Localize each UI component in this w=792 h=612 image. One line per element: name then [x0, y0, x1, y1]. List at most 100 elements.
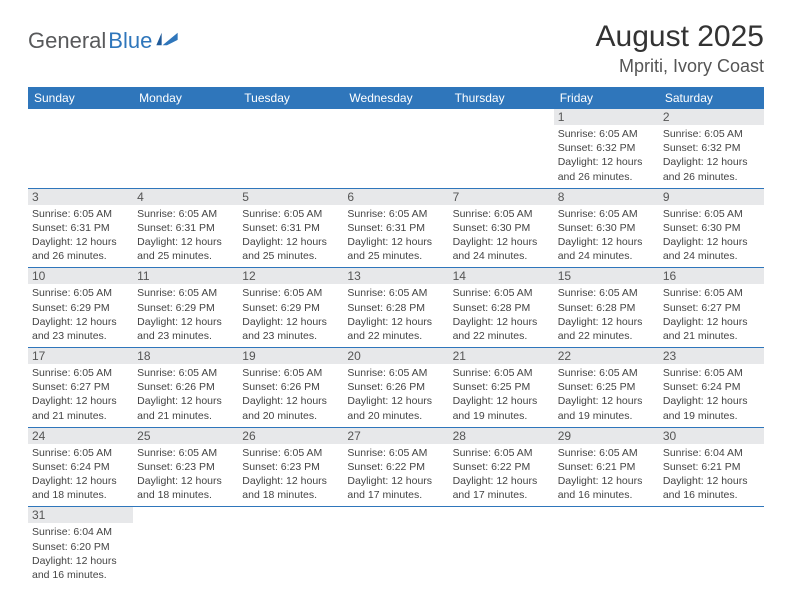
- day-number: 29: [554, 428, 659, 444]
- sunset: Sunset: 6:24 PM: [663, 380, 760, 394]
- daylight-1: Daylight: 12 hours: [558, 474, 655, 488]
- daylight-2: and 17 minutes.: [347, 488, 444, 502]
- day-header: Friday: [554, 87, 659, 109]
- daylight-1: Daylight: 12 hours: [558, 315, 655, 329]
- calendar-cell-empty: [554, 507, 659, 586]
- sunrise: Sunrise: 6:05 AM: [137, 366, 234, 380]
- day-number: 19: [238, 348, 343, 364]
- daylight-2: and 26 minutes.: [663, 170, 760, 184]
- calendar-cell: 30Sunrise: 6:04 AMSunset: 6:21 PMDayligh…: [659, 427, 764, 507]
- sunrise: Sunrise: 6:05 AM: [453, 446, 550, 460]
- calendar-cell: 21Sunrise: 6:05 AMSunset: 6:25 PMDayligh…: [449, 348, 554, 428]
- sunrise: Sunrise: 6:05 AM: [558, 286, 655, 300]
- day-info: Sunrise: 6:05 AMSunset: 6:23 PMDaylight:…: [242, 446, 339, 503]
- daylight-2: and 24 minutes.: [558, 249, 655, 263]
- sunset: Sunset: 6:31 PM: [137, 221, 234, 235]
- sunset: Sunset: 6:21 PM: [558, 460, 655, 474]
- month-title: August 2025: [596, 20, 764, 54]
- day-number: 12: [238, 268, 343, 284]
- daylight-2: and 26 minutes.: [32, 249, 129, 263]
- sunset: Sunset: 6:20 PM: [32, 540, 129, 554]
- sunrise: Sunrise: 6:05 AM: [347, 207, 444, 221]
- day-number: 18: [133, 348, 238, 364]
- daylight-2: and 16 minutes.: [663, 488, 760, 502]
- sunset: Sunset: 6:25 PM: [453, 380, 550, 394]
- calendar-cell: 26Sunrise: 6:05 AMSunset: 6:23 PMDayligh…: [238, 427, 343, 507]
- daylight-2: and 23 minutes.: [242, 329, 339, 343]
- daylight-1: Daylight: 12 hours: [242, 315, 339, 329]
- day-info: Sunrise: 6:05 AMSunset: 6:28 PMDaylight:…: [347, 286, 444, 343]
- sunrise: Sunrise: 6:05 AM: [453, 366, 550, 380]
- day-info: Sunrise: 6:05 AMSunset: 6:26 PMDaylight:…: [347, 366, 444, 423]
- calendar-cell-empty: [449, 507, 554, 586]
- sunset: Sunset: 6:28 PM: [453, 301, 550, 315]
- sunrise: Sunrise: 6:04 AM: [32, 525, 129, 539]
- sunset: Sunset: 6:27 PM: [663, 301, 760, 315]
- calendar-table: SundayMondayTuesdayWednesdayThursdayFrid…: [28, 87, 764, 586]
- day-number: 28: [449, 428, 554, 444]
- day-info: Sunrise: 6:05 AMSunset: 6:25 PMDaylight:…: [558, 366, 655, 423]
- day-info: Sunrise: 6:05 AMSunset: 6:27 PMDaylight:…: [663, 286, 760, 343]
- sunrise: Sunrise: 6:05 AM: [663, 366, 760, 380]
- daylight-1: Daylight: 12 hours: [32, 394, 129, 408]
- sunset: Sunset: 6:25 PM: [558, 380, 655, 394]
- day-number: 7: [449, 189, 554, 205]
- sunset: Sunset: 6:24 PM: [32, 460, 129, 474]
- daylight-2: and 20 minutes.: [242, 409, 339, 423]
- day-info: Sunrise: 6:05 AMSunset: 6:28 PMDaylight:…: [453, 286, 550, 343]
- calendar-body: 1Sunrise: 6:05 AMSunset: 6:32 PMDaylight…: [28, 109, 764, 586]
- daylight-2: and 19 minutes.: [453, 409, 550, 423]
- daylight-1: Daylight: 12 hours: [663, 474, 760, 488]
- sunset: Sunset: 6:30 PM: [453, 221, 550, 235]
- day-number: 16: [659, 268, 764, 284]
- calendar-row: 3Sunrise: 6:05 AMSunset: 6:31 PMDaylight…: [28, 188, 764, 268]
- day-number: 24: [28, 428, 133, 444]
- daylight-2: and 23 minutes.: [137, 329, 234, 343]
- day-info: Sunrise: 6:05 AMSunset: 6:29 PMDaylight:…: [32, 286, 129, 343]
- sunrise: Sunrise: 6:05 AM: [32, 366, 129, 380]
- day-number: 15: [554, 268, 659, 284]
- sunset: Sunset: 6:28 PM: [558, 301, 655, 315]
- daylight-1: Daylight: 12 hours: [347, 315, 444, 329]
- day-number: 14: [449, 268, 554, 284]
- sunset: Sunset: 6:22 PM: [453, 460, 550, 474]
- header: GeneralBlue August 2025 Mpriti, Ivory Co…: [28, 20, 764, 77]
- calendar-cell: 14 Sunrise: 6:05 AMSunset: 6:28 PMDayligh…: [449, 268, 554, 348]
- day-number: 9: [659, 189, 764, 205]
- sunrise: Sunrise: 6:05 AM: [347, 446, 444, 460]
- calendar-cell: 5Sunrise: 6:05 AMSunset: 6:31 PMDaylight…: [238, 188, 343, 268]
- daylight-2: and 24 minutes.: [663, 249, 760, 263]
- day-info: Sunrise: 6:05 AMSunset: 6:30 PMDaylight:…: [663, 207, 760, 264]
- day-info: Sunrise: 6:05 AMSunset: 6:31 PMDaylight:…: [242, 207, 339, 264]
- day-number: 3: [28, 189, 133, 205]
- daylight-1: Daylight: 12 hours: [242, 235, 339, 249]
- day-info: Sunrise: 6:05 AMSunset: 6:30 PMDaylight:…: [558, 207, 655, 264]
- calendar-cell: 2Sunrise: 6:05 AMSunset: 6:32 PMDaylight…: [659, 109, 764, 188]
- sunrise: Sunrise: 6:05 AM: [137, 286, 234, 300]
- flag-icon: [156, 31, 178, 47]
- daylight-1: Daylight: 12 hours: [663, 155, 760, 169]
- daylight-2: and 22 minutes.: [347, 329, 444, 343]
- daylight-2: and 21 minutes.: [137, 409, 234, 423]
- sunrise: Sunrise: 6:05 AM: [137, 207, 234, 221]
- calendar-cell-empty: [28, 109, 133, 188]
- calendar-cell: 22 Sunrise: 6:05 AMSunset: 6:25 PMDayligh…: [554, 348, 659, 428]
- daylight-1: Daylight: 12 hours: [558, 235, 655, 249]
- day-number: 13: [343, 268, 448, 284]
- day-info: Sunrise: 6:05 AMSunset: 6:25 PMDaylight:…: [453, 366, 550, 423]
- title-block: August 2025 Mpriti, Ivory Coast: [596, 20, 764, 77]
- sunrise: Sunrise: 6:05 AM: [453, 286, 550, 300]
- daylight-1: Daylight: 12 hours: [137, 315, 234, 329]
- day-number: 22: [554, 348, 659, 364]
- daylight-2: and 17 minutes.: [453, 488, 550, 502]
- calendar-cell: 4Sunrise: 6:05 AMSunset: 6:31 PMDaylight…: [133, 188, 238, 268]
- calendar-cell-empty: [343, 109, 448, 188]
- day-info: Sunrise: 6:05 AMSunset: 6:29 PMDaylight:…: [137, 286, 234, 343]
- day-info: Sunrise: 6:05 AMSunset: 6:32 PMDaylight:…: [663, 127, 760, 184]
- sunrise: Sunrise: 6:05 AM: [558, 127, 655, 141]
- sunset: Sunset: 6:27 PM: [32, 380, 129, 394]
- daylight-1: Daylight: 12 hours: [137, 474, 234, 488]
- calendar-cell: 7Sunrise: 6:05 AMSunset: 6:30 PMDaylight…: [449, 188, 554, 268]
- sunrise: Sunrise: 6:05 AM: [32, 286, 129, 300]
- daylight-2: and 21 minutes.: [663, 329, 760, 343]
